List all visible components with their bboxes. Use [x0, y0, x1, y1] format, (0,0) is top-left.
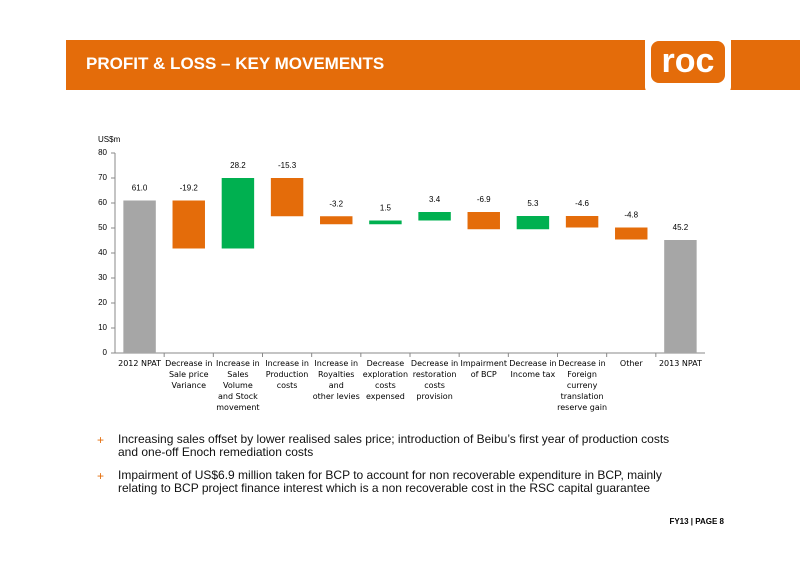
y-tick-label: 10	[98, 323, 107, 332]
value-label: -6.9	[477, 195, 491, 204]
logo-text: roc	[651, 41, 725, 83]
bar	[221, 178, 255, 249]
x-tick-label: Decrease in Sale price Variance	[165, 359, 213, 390]
bar	[172, 200, 205, 249]
bar	[664, 240, 697, 353]
value-label: -4.6	[575, 199, 589, 208]
x-tick-label: Decrease in Foreign curreny translation …	[557, 359, 608, 412]
value-label: 3.4	[429, 195, 441, 204]
x-tick-label: Decrease in restoration costs provision	[410, 359, 459, 401]
bar	[516, 216, 550, 230]
value-label: -4.8	[624, 211, 638, 220]
y-tick-label: 60	[98, 198, 107, 207]
slide-title: PROFIT & LOSS – KEY MOVEMENTS	[86, 54, 385, 73]
x-tick-label: Increase in Sales Volume and Stock movem…	[216, 359, 260, 412]
y-axis-label: US$m	[98, 135, 121, 144]
bar	[565, 216, 599, 228]
y-tick-label: 70	[98, 173, 107, 182]
x-tick-label: 2013 NPAT	[658, 359, 702, 368]
logo: roc	[645, 35, 731, 93]
value-label: 1.5	[380, 204, 392, 213]
y-tick-label: 50	[98, 223, 107, 232]
bar	[467, 212, 500, 230]
bar	[418, 212, 451, 221]
bullet-text: Impairment of US$6.9 million taken for B…	[118, 468, 662, 495]
bullet-text: Increasing sales offset by lower realise…	[118, 432, 670, 459]
x-tick-label: Other	[619, 359, 643, 368]
x-tick-label: Increase in Production costs	[265, 359, 309, 390]
bullet-marker: +	[97, 433, 105, 447]
x-tick-label: Decrease in Income tax	[509, 359, 557, 379]
value-label: 61.0	[132, 184, 148, 193]
y-tick-label: 80	[98, 148, 107, 157]
value-label: -15.3	[278, 161, 297, 170]
x-tick-label: 2012 NPAT	[118, 359, 162, 368]
bar	[369, 220, 402, 225]
y-tick-label: 30	[98, 273, 107, 282]
value-label: -19.2	[180, 184, 199, 193]
value-label: 45.2	[673, 223, 689, 232]
y-tick-label: 20	[98, 298, 107, 307]
x-tick-label: Increase in Royalties and other levies	[312, 359, 360, 401]
x-tick-label: Impairment of BCP	[460, 359, 507, 379]
value-label: 5.3	[527, 199, 539, 208]
bullet-marker: +	[97, 469, 105, 483]
footer: FY13 | PAGE 8	[669, 517, 724, 526]
value-label: 28.2	[230, 161, 246, 170]
bar	[270, 178, 304, 217]
bar	[320, 216, 353, 225]
y-tick-label: 0	[103, 348, 108, 357]
x-tick-label: Decrease exploration costs expensed	[362, 359, 409, 401]
bar	[123, 200, 156, 353]
bar	[615, 227, 648, 240]
y-tick-label: 40	[98, 248, 107, 257]
value-label: -3.2	[329, 199, 343, 208]
